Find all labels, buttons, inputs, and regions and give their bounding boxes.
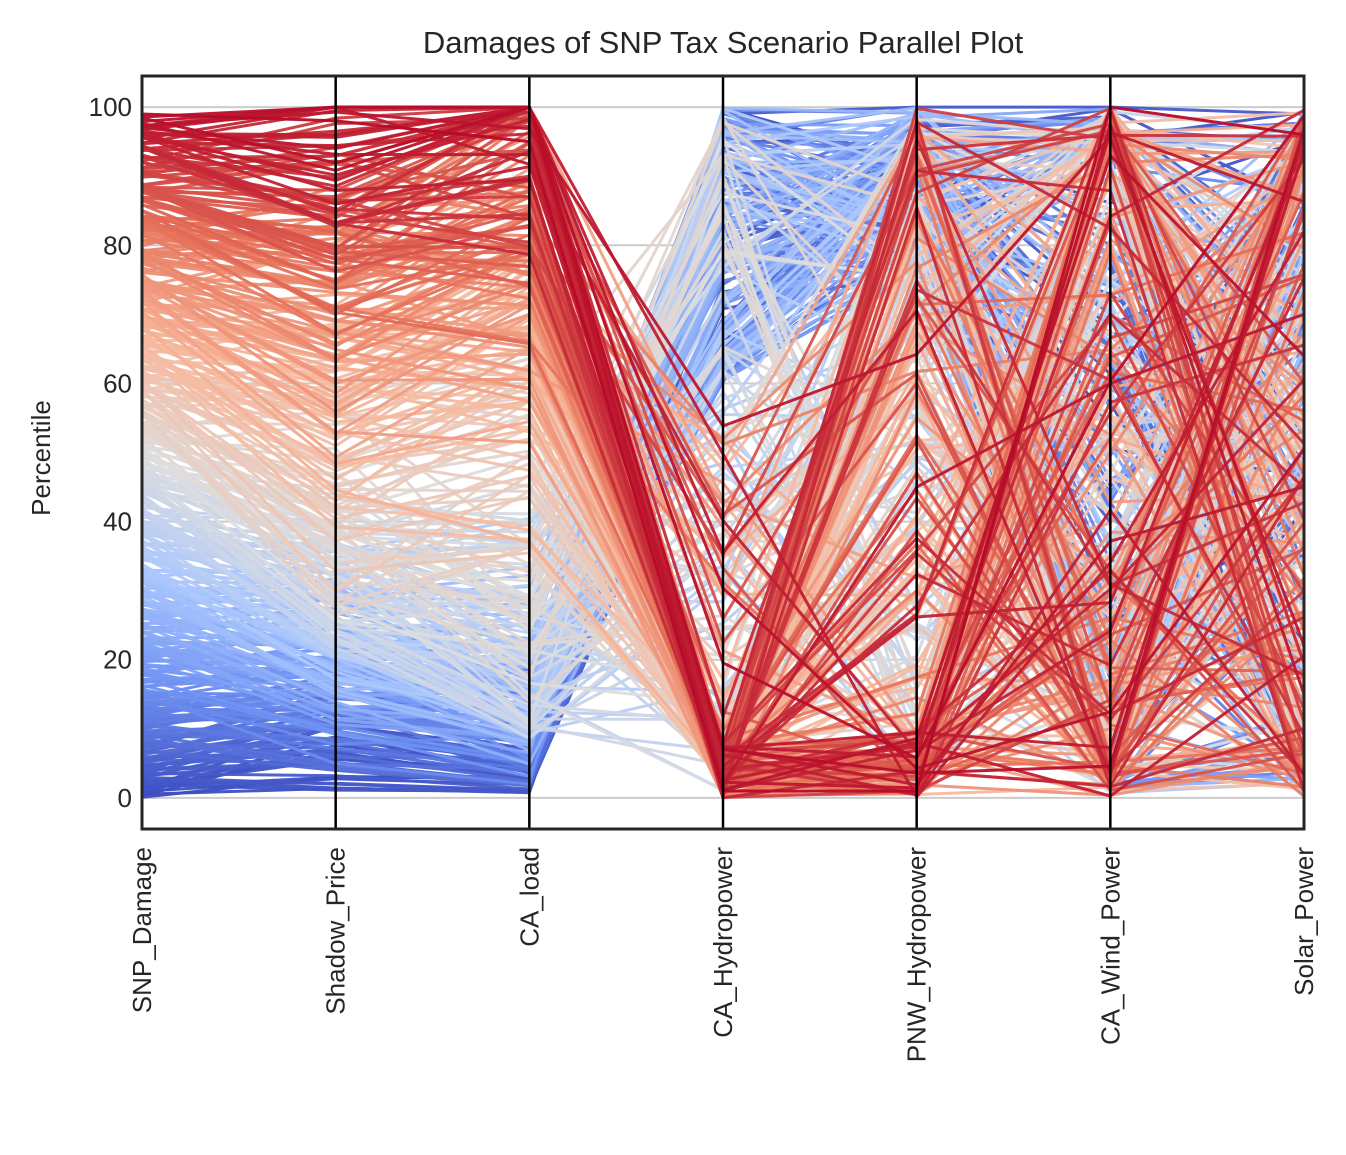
axis-name-label: Solar_Power bbox=[1289, 847, 1319, 996]
y-tick-label: 60 bbox=[103, 368, 132, 398]
plot-frame bbox=[140, 74, 1306, 831]
axis-name-label: PNW_Hydropower bbox=[902, 847, 932, 1063]
axis-name-labels: SNP_Damage Shadow_Price CA_load CA_Hydropow… bbox=[127, 847, 1319, 1063]
axis-name-label: SNP_Damage bbox=[127, 847, 157, 1013]
y-axis-label: Percentile bbox=[26, 400, 56, 516]
axis-name-label: CA_Wind_Power bbox=[1095, 847, 1125, 1045]
axis-name-label: CA_Hydropower bbox=[708, 847, 738, 1038]
y-tick-label: 80 bbox=[103, 230, 132, 260]
axis-name-label: Shadow_Price bbox=[321, 847, 351, 1015]
y-tick-label: 100 bbox=[89, 92, 132, 122]
y-tick-label: 40 bbox=[103, 507, 132, 537]
y-tick-label: 20 bbox=[103, 645, 132, 675]
axis-name-label: CA_load bbox=[514, 847, 544, 947]
chart-title: Damages of SNP Tax Scenario Parallel Plo… bbox=[423, 25, 1024, 60]
y-tick-label: 0 bbox=[118, 783, 132, 813]
y-tick-labels: 0 20 40 60 80 100 bbox=[89, 92, 132, 813]
